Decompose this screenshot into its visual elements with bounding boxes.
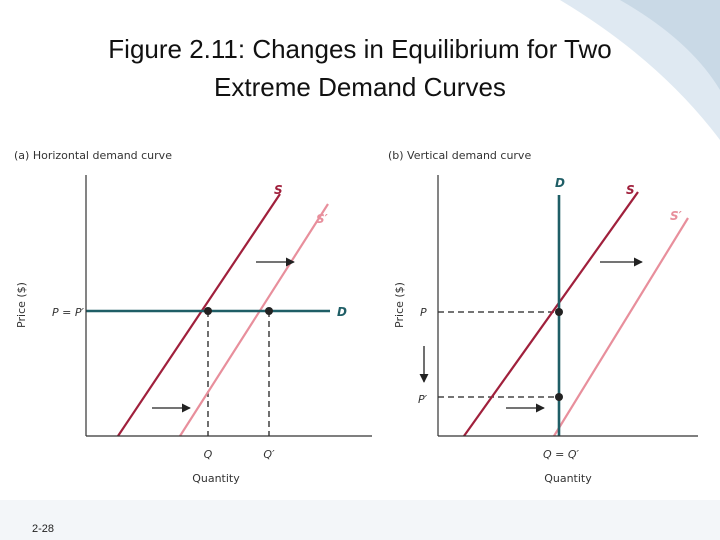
- panel-b-x-tick-q-equals-q-prime: Q = Q′: [543, 448, 580, 461]
- panel-b-supply-shifted-label: S′: [670, 209, 683, 223]
- panel-a-price-tick: P = P′: [52, 306, 84, 319]
- panel-b-demand-label: D: [555, 176, 565, 190]
- panel-b-equilibrium-before: [555, 308, 563, 316]
- panel-a-equilibrium-before: [204, 307, 212, 315]
- panel-a-supply-label: S: [274, 183, 283, 197]
- panel-b-x-axis-label: Quantity: [544, 472, 592, 485]
- figure-area: (a) Horizontal demand curve Price ($) P …: [12, 140, 708, 490]
- footer-band: [0, 500, 720, 540]
- panel-a-y-axis-label: Price ($): [15, 282, 28, 328]
- panel-a-demand-label: D: [337, 305, 347, 319]
- panel-b-equilibrium-after: [555, 393, 563, 401]
- panel-a-supply-shifted-label: S′: [316, 212, 329, 226]
- panel-b-title: (b) Vertical demand curve: [388, 149, 531, 162]
- figure-svg: (a) Horizontal demand curve Price ($) P …: [14, 149, 698, 485]
- panel-a-x-axis-label: Quantity: [192, 472, 240, 485]
- slide-title: Figure 2.11: Changes in Equilibrium for …: [60, 30, 660, 106]
- panel-b-price-tick-p: P: [420, 306, 427, 319]
- slide-title-line-1: Figure 2.11: Changes in Equilibrium for …: [108, 34, 612, 64]
- panel-a-supply-curve: [117, 193, 281, 437]
- corner-swoosh-dark: [620, 0, 720, 90]
- panel-a-x-tick-q: Q: [204, 448, 213, 461]
- panel-a-equilibrium-after: [265, 307, 273, 315]
- panel-a-title: (a) Horizontal demand curve: [14, 149, 172, 162]
- panel-b-supply-shifted-curve: [553, 217, 689, 437]
- panel-b-supply-label: S: [626, 183, 635, 197]
- panel-vertical-demand: (b) Vertical demand curve Price ($) P P′…: [388, 149, 698, 485]
- panel-a-supply-shifted-curve: [179, 203, 329, 437]
- panel-b-y-axis-label: Price ($): [393, 282, 406, 328]
- panel-b-price-tick-p-prime: P′: [418, 393, 428, 406]
- slide-title-line-2: Extreme Demand Curves: [214, 72, 506, 102]
- panel-horizontal-demand: (a) Horizontal demand curve Price ($) P …: [14, 149, 372, 485]
- slide-number: 2-28: [32, 523, 55, 535]
- panel-b-supply-curve: [463, 191, 639, 437]
- panel-a-x-tick-q-prime: Q′: [263, 448, 275, 461]
